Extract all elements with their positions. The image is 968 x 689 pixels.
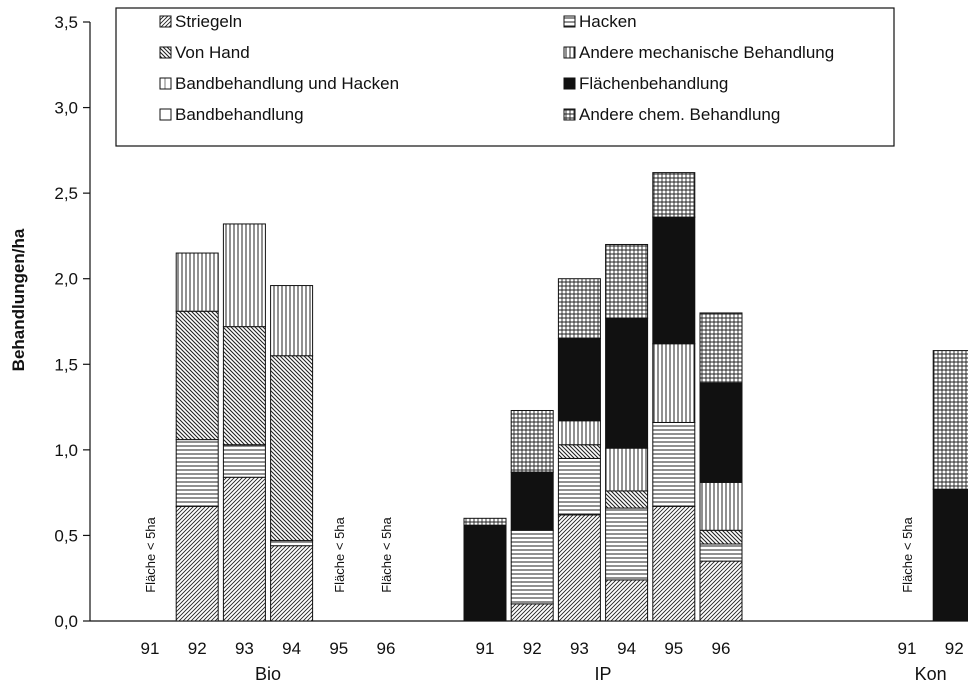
bar-segment [605, 579, 649, 622]
x-tick-label: 96 [712, 639, 731, 658]
bar-segment [652, 343, 696, 423]
bar-segment [605, 507, 649, 581]
bar-segment [557, 444, 601, 459]
bar-segment [557, 514, 601, 622]
group-label: Bio [255, 664, 281, 684]
x-tick-label: 91 [898, 639, 917, 658]
legend-label: Striegeln [175, 12, 242, 31]
legend-swatch [159, 46, 172, 59]
x-tick-label: 92 [945, 639, 964, 658]
x-tick-label: 91 [476, 639, 495, 658]
bar-segment [270, 355, 314, 542]
bar-note: Fläche < 5ha [332, 516, 347, 592]
bar-segment [557, 457, 601, 516]
bar-segment [699, 529, 743, 545]
x-tick-label: 95 [329, 639, 348, 658]
legend-label: Hacken [579, 12, 637, 31]
x-tick-label: 94 [282, 639, 301, 658]
bar-segment [699, 543, 743, 562]
bar-segment [699, 312, 743, 384]
bar-segment [270, 285, 314, 357]
legend-swatch [563, 108, 576, 121]
legend-label: Bandbehandlung und Hacken [175, 74, 399, 93]
y-tick-label: 1,0 [54, 441, 78, 460]
legend-swatch [563, 77, 576, 90]
bar-note: Fläche < 5ha [379, 516, 394, 592]
bar-segment [510, 471, 554, 531]
bar-segment [605, 243, 649, 319]
bar-segment [270, 540, 314, 547]
bar-segment [222, 476, 266, 622]
bar-segment [510, 409, 554, 473]
y-tick-label: 0,0 [54, 612, 78, 631]
x-tick-label: 96 [377, 639, 396, 658]
x-tick-label: 93 [570, 639, 589, 658]
bar-segment [463, 524, 507, 622]
x-tick-label: 94 [617, 639, 636, 658]
x-tick-label: 93 [235, 639, 254, 658]
bar-segment [175, 505, 219, 622]
legend-swatch [159, 108, 172, 121]
x-tick-label: 92 [523, 639, 542, 658]
bar-segment [510, 603, 554, 622]
legend-box [115, 7, 895, 147]
legend-swatch [563, 15, 576, 28]
legend-swatch [159, 15, 172, 28]
legend-swatch [159, 77, 172, 90]
legend-label: Andere chem. Behandlung [579, 105, 780, 124]
bar-segment [932, 488, 968, 622]
bar-segment [652, 421, 696, 507]
bar-segment [222, 223, 266, 328]
legend-label: Flächenbehandlung [579, 74, 728, 93]
bar-segment [605, 317, 649, 449]
bar-note: Fläche < 5ha [900, 516, 915, 592]
group-label: Kon [915, 664, 947, 684]
y-tick-label: 1,5 [54, 355, 78, 374]
y-axis-label: Behandlungen/ha [9, 228, 28, 371]
bar-segment [699, 382, 743, 483]
y-tick-label: 0,5 [54, 526, 78, 545]
x-tick-label: 92 [188, 639, 207, 658]
bar-segment [652, 172, 696, 218]
legend-label: Von Hand [175, 43, 250, 62]
legend-label: Bandbehandlung [175, 105, 304, 124]
y-tick-label: 2,5 [54, 184, 78, 203]
bar-segment [652, 505, 696, 622]
bar-segment [222, 326, 266, 446]
bar-segment [557, 420, 601, 446]
bar-segment [652, 216, 696, 345]
x-tick-label: 95 [664, 639, 683, 658]
bar-segment [463, 517, 507, 526]
bar-segment [510, 529, 554, 605]
bar-segment [699, 560, 743, 622]
x-tick-label: 91 [141, 639, 160, 658]
y-tick-label: 2,0 [54, 270, 78, 289]
bar-note: Fläche < 5ha [143, 516, 158, 592]
bar-segment [557, 278, 601, 340]
bar-segment [175, 439, 219, 507]
group-label: IP [594, 664, 611, 684]
bar-segment [605, 490, 649, 509]
bar-segment [932, 350, 968, 490]
bar-segment [175, 310, 219, 441]
y-tick-label: 3,5 [54, 13, 78, 32]
bar-segment [222, 444, 266, 478]
bar-segment [175, 252, 219, 312]
bar-segment [605, 447, 649, 492]
bar-segment [699, 481, 743, 531]
legend: Striegeln Von Hand Bandbehandlung und Hack… [115, 7, 895, 147]
bar-segment [270, 545, 314, 622]
legend-label: Andere mechanische Behandlung [579, 43, 834, 62]
y-tick-label: 3,0 [54, 99, 78, 118]
legend-swatch [563, 46, 576, 59]
bar-segment [557, 338, 601, 422]
